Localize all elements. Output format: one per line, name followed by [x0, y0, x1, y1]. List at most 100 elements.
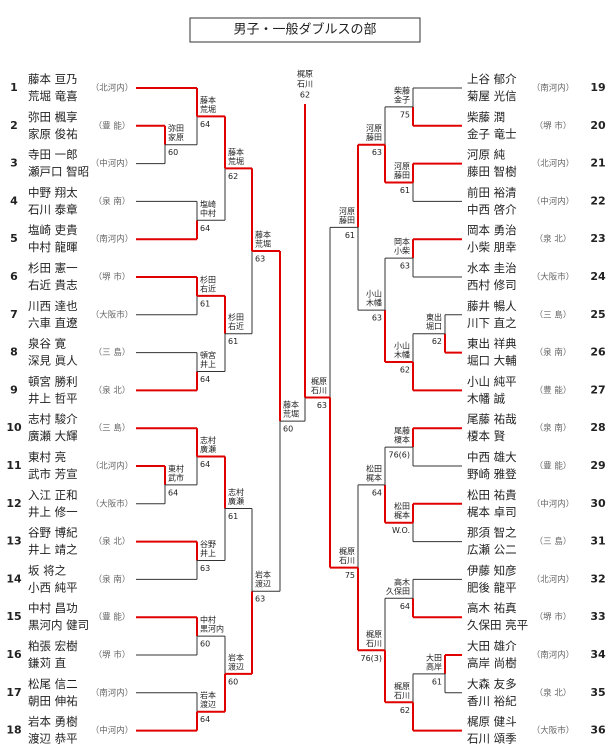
region: （中河内） — [532, 196, 575, 207]
match-winner: 高木 — [394, 577, 410, 587]
match-winner: 石川 — [366, 639, 382, 648]
match-winner: 梶本 — [394, 510, 410, 520]
region: （泉 北） — [94, 385, 131, 396]
region: （泉 南） — [94, 574, 131, 585]
match-winner: 梶原 — [339, 546, 355, 556]
region: （南河内） — [532, 83, 575, 94]
player-name: 井上 靖之 — [28, 543, 78, 557]
match-winner: 河原 — [394, 161, 410, 171]
match-winner: 久保田 — [386, 586, 410, 596]
match-winner: 石川 — [311, 386, 327, 395]
player-name: 川西 達也 — [28, 299, 78, 313]
player-name: 柴藤 潤 — [467, 110, 505, 124]
player-name: 頓宮 勝利 — [28, 374, 78, 388]
match-winner: 藤田 — [394, 170, 410, 180]
region: （北河内） — [532, 574, 575, 585]
match-score: 60 — [200, 640, 210, 649]
player-name: 松尾 信二 — [28, 677, 78, 691]
region: （中河内） — [91, 725, 134, 736]
player-name: 泉谷 寛 — [28, 337, 66, 351]
player-name: 井上 修一 — [28, 505, 78, 519]
player-name: 塩崎 吏貴 — [28, 223, 78, 237]
match-score: 63 — [200, 564, 210, 573]
region: （堺 市） — [535, 612, 572, 623]
match-score: 63 — [400, 262, 410, 271]
player-name: 大田 雄介 — [467, 639, 517, 653]
match-winner: 柴藤 — [394, 85, 410, 95]
match-score: 64 — [372, 488, 382, 497]
match-winner: 河原 — [339, 206, 355, 216]
match-score: 63 — [372, 148, 382, 157]
final-winner: 石川 — [297, 80, 313, 89]
region: （大阪市） — [532, 272, 575, 283]
player-name: 廣瀬 大輝 — [28, 429, 78, 443]
seed-number: 2 — [10, 119, 18, 132]
match-winner: 梶本 — [366, 472, 382, 482]
player-name: 黒河内 健司 — [28, 618, 89, 632]
region: （三 島） — [535, 536, 572, 547]
match-winner: 尾藤 — [394, 426, 410, 436]
player-name: 坂 将之 — [28, 563, 67, 577]
seed-number: 9 — [10, 383, 18, 396]
match-score: 60 — [228, 677, 238, 686]
match-score: 76(6) — [388, 451, 410, 460]
region: （南河内） — [532, 650, 575, 661]
match-score: 61 — [200, 299, 210, 308]
region: （大阪市） — [91, 309, 134, 320]
player-name: 木幡 誠 — [467, 391, 506, 405]
match-winner: 廣瀬 — [200, 444, 216, 454]
match-score: 61 — [228, 337, 238, 346]
match-score: 64 — [400, 602, 410, 611]
match-winner: 右近 — [200, 283, 216, 293]
player-name: 那須 智之 — [467, 526, 517, 540]
match-winner: 小山 — [366, 289, 382, 299]
region: （北河内） — [91, 83, 134, 94]
player-name: 菊屋 光信 — [467, 89, 517, 103]
match-winner: 金子 — [394, 94, 410, 104]
match-score: 62 — [400, 706, 410, 715]
match-score: 60 — [283, 425, 293, 434]
region: （豊 能） — [94, 120, 131, 131]
seed-number: 25 — [590, 308, 605, 321]
match-winner: 家原 — [168, 132, 184, 142]
match-score: 75 — [345, 571, 355, 580]
match-winner: 岩本 — [228, 652, 244, 662]
region: （中河内） — [532, 498, 575, 509]
seed-number: 30 — [590, 497, 606, 510]
match-winner: 松田 — [366, 463, 382, 473]
match-score: 64 — [200, 224, 210, 233]
player-name: 小西 純平 — [28, 580, 78, 594]
region: （南河内） — [91, 234, 134, 245]
player-name: 野崎 雅登 — [467, 467, 517, 481]
seed-number: 10 — [6, 421, 22, 434]
seed-number: 13 — [6, 535, 21, 548]
seed-number: 5 — [10, 232, 18, 245]
player-name: 家原 俊祐 — [28, 127, 78, 141]
match-winner: 志村 — [200, 435, 216, 445]
match-winner: 志村 — [228, 487, 244, 497]
seed-number: 16 — [6, 648, 22, 661]
title-box — [189, 17, 421, 43]
match-winner: 東出 — [426, 312, 442, 322]
player-name: 志村 駿介 — [28, 412, 78, 426]
player-name: 松田 祐貴 — [467, 488, 517, 502]
region: （泉 北） — [535, 687, 572, 698]
final-winner: 梶原 — [297, 69, 313, 79]
match-winner: 右近 — [228, 321, 244, 331]
match-winner: 藤田 — [339, 215, 355, 225]
match-score: 63 — [255, 595, 265, 604]
player-name: 東村 亮 — [28, 450, 66, 464]
player-name: 荒堀 竜喜 — [28, 89, 78, 103]
player-name: 寺田 一郎 — [28, 148, 78, 162]
seed-number: 18 — [6, 724, 21, 737]
player-name: 伊藤 知彦 — [467, 563, 517, 577]
player-name: 藤井 暢人 — [467, 299, 517, 313]
player-name: 瀬戸口 智昭 — [28, 165, 89, 179]
match-winner: 中村 — [200, 615, 216, 625]
seed-number: 20 — [590, 119, 606, 132]
match-winner: 榎本 — [394, 435, 410, 445]
match-score: 62 — [400, 366, 410, 375]
match-score: 61 — [228, 512, 238, 521]
player-name: 岡本 勇治 — [467, 223, 517, 237]
match-winner: 藤本 — [228, 147, 244, 157]
